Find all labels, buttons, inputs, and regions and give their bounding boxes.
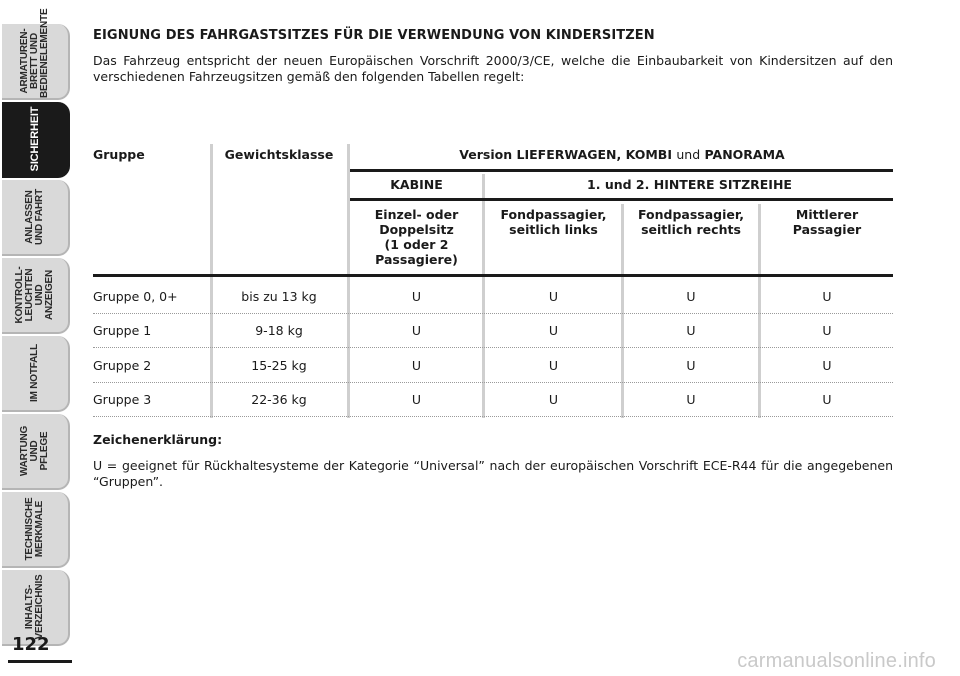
row-value: U — [548, 323, 559, 338]
tab-label: TECHNISCHE MERKMALE — [24, 497, 45, 561]
row-value: U — [686, 392, 696, 407]
header-seat-cabin: Einzel- oder Doppelsitz (1 oder 2 Passag… — [374, 207, 459, 267]
header-bottom-rule — [93, 274, 893, 277]
row-group: Gruppe 1 — [93, 323, 152, 338]
tab-kontrollleuchten[interactable]: KONTROLL- LEUCHTEN UND ANZEIGEN — [2, 258, 70, 334]
tab-armaturenbrett[interactable]: ARMATUREN- BRETT UND BEDIENELEMENTE — [2, 8, 70, 100]
header-gewichtsklasse: Gewichtsklasse — [224, 147, 334, 162]
header-rule — [350, 198, 893, 201]
row-divider — [93, 382, 893, 383]
legend-text: U = geeignet für Rückhaltesysteme der Ka… — [93, 458, 893, 489]
section-heading: EIGNUNG DES FAHRGASTSITZES FÜR DIE VERWE… — [93, 28, 655, 43]
row-value: U — [411, 358, 422, 373]
row-value: U — [822, 289, 832, 304]
rear-bold: HINTERE SITZREIHE — [653, 177, 792, 192]
tab-anlassen[interactable]: ANLASSEN UND FAHRT — [2, 180, 70, 256]
row-value: U — [548, 358, 559, 373]
tab-label: ARMATUREN- BRETT UND BEDIENELEMENTE — [19, 8, 50, 98]
row-value: U — [822, 392, 832, 407]
column-divider — [347, 144, 350, 418]
child-seat-table: Gruppe Gewichtsklasse Version LIEFERWAGE… — [93, 140, 893, 420]
tab-label: IM NOTFALL — [29, 344, 40, 402]
version-panorama: PANORAMA — [704, 147, 785, 162]
row-weight: 15-25 kg — [251, 358, 307, 373]
row-value: U — [686, 358, 696, 373]
header-seat-middle: Mittlerer Passagier — [792, 207, 862, 237]
page-number: 122 — [12, 634, 50, 655]
tab-wartung[interactable]: WARTUNG UND PFLEGE — [2, 414, 70, 490]
row-value: U — [822, 323, 832, 338]
header-hintere-sitzreihe: 1. und 2. HINTERE SITZREIHE — [486, 177, 893, 192]
header-gruppe: Gruppe — [93, 147, 145, 162]
row-divider — [93, 347, 893, 348]
version-models: LIEFERWAGEN, KOMBI — [516, 147, 673, 162]
tab-im-notfall[interactable]: IM NOTFALL — [2, 336, 70, 412]
row-group: Gruppe 0, 0+ — [93, 289, 178, 304]
header-rule — [350, 169, 893, 172]
tab-technische-merkmale[interactable]: TECHNISCHE MERKMALE — [2, 492, 70, 568]
row-value: U — [548, 289, 559, 304]
rear-prefix: 1. und 2. — [587, 177, 650, 192]
tab-label: INHALTS- VERZEICHNIS — [24, 574, 45, 640]
column-divider — [621, 204, 624, 418]
legend-title: Zeichenerklärung: — [93, 432, 223, 447]
row-value: U — [548, 392, 559, 407]
row-weight: bis zu 13 kg — [241, 289, 317, 304]
row-group: Gruppe 2 — [93, 358, 152, 373]
row-value: U — [411, 289, 422, 304]
header-kabine: KABINE — [390, 177, 443, 192]
tab-label: KONTROLL- LEUCHTEN UND ANZEIGEN — [14, 266, 55, 324]
tab-label: WARTUNG UND PFLEGE — [19, 425, 50, 477]
header-seat-rear-left: Fondpassagier, seitlich links — [500, 207, 607, 237]
row-value: U — [686, 323, 696, 338]
version-und: und — [676, 147, 701, 162]
column-divider — [482, 174, 485, 418]
row-weight: 22-36 kg — [251, 392, 307, 407]
row-value: U — [686, 289, 696, 304]
version-prefix: Version — [459, 147, 513, 162]
header-version: Version LIEFERWAGEN, KOMBI und PANORAMA — [351, 147, 893, 162]
tab-sicherheit[interactable]: SICHERHEIT — [2, 102, 70, 178]
tab-label: ANLASSEN UND FAHRT — [24, 189, 45, 245]
watermark: carmanualsonline.info — [737, 650, 936, 672]
tab-inhaltsverzeichnis[interactable]: INHALTS- VERZEICHNIS — [2, 570, 70, 646]
row-group: Gruppe 3 — [93, 392, 152, 407]
row-value: U — [822, 358, 832, 373]
row-weight: 9-18 kg — [255, 323, 303, 338]
column-divider — [210, 144, 213, 418]
row-divider — [93, 416, 893, 417]
column-divider — [758, 204, 761, 418]
tab-label: SICHERHEIT — [29, 106, 41, 172]
row-value: U — [411, 392, 422, 407]
intro-paragraph: Das Fahrzeug entspricht der neuen Europä… — [93, 53, 893, 84]
page-number-rule — [8, 660, 72, 663]
row-value: U — [411, 323, 422, 338]
row-divider — [93, 313, 893, 314]
header-seat-rear-right: Fondpassagier, seitlich rechts — [638, 207, 744, 237]
